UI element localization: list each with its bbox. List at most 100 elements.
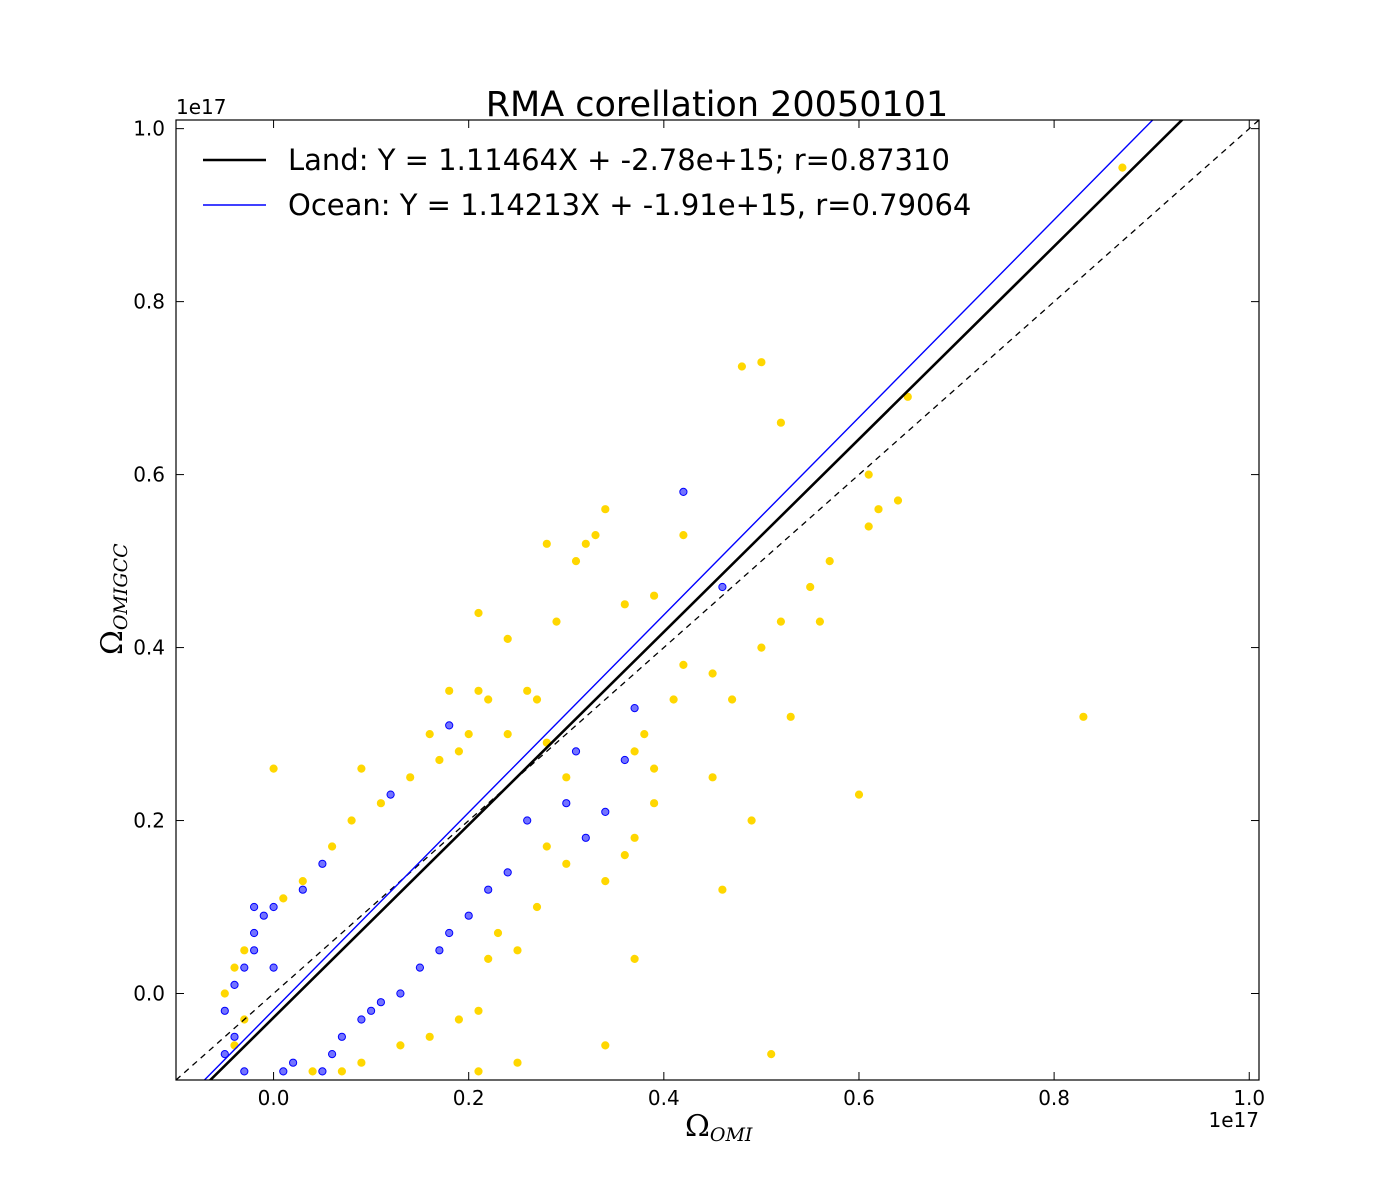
data-point-land bbox=[718, 885, 727, 894]
data-point-land bbox=[503, 730, 512, 739]
data-point-ocean bbox=[445, 721, 454, 730]
data-point-land bbox=[464, 730, 473, 739]
one-to-one-line bbox=[176, 120, 1259, 1080]
data-point-land bbox=[308, 1067, 317, 1076]
data-point-ocean bbox=[523, 816, 532, 825]
x-tick-label: 0.2 bbox=[453, 1086, 485, 1110]
data-point-ocean bbox=[269, 902, 278, 912]
data-point-land bbox=[903, 392, 912, 401]
data-point-land bbox=[474, 1006, 483, 1015]
data-point-land bbox=[581, 539, 590, 548]
legend: Land: Y = 1.11464X + -2.78e+15; r=0.8731… bbox=[203, 143, 971, 222]
data-point-ocean bbox=[220, 1050, 229, 1059]
data-point-land bbox=[240, 946, 249, 955]
data-point-land bbox=[776, 418, 786, 427]
data-point-ocean bbox=[259, 911, 268, 920]
data-point-land bbox=[552, 617, 561, 626]
y-tick-label: 0.8 bbox=[133, 290, 165, 314]
data-point-ocean bbox=[620, 755, 629, 765]
data-point-ocean bbox=[435, 946, 444, 955]
data-point-land bbox=[532, 902, 542, 912]
data-point-ocean bbox=[240, 1067, 249, 1076]
data-point-land bbox=[474, 608, 483, 618]
data-point-land bbox=[562, 859, 571, 868]
data-point-land bbox=[523, 686, 532, 695]
data-point-ocean bbox=[279, 1067, 288, 1076]
y-offset-label: 1e17 bbox=[176, 95, 226, 119]
data-point-land bbox=[786, 712, 795, 721]
data-point-ocean bbox=[298, 885, 307, 894]
fit-line-land bbox=[208, 120, 1184, 1080]
data-point-land bbox=[620, 600, 629, 609]
data-point-ocean bbox=[484, 885, 493, 894]
data-point-land bbox=[357, 764, 366, 773]
data-point-land bbox=[376, 799, 385, 808]
data-point-land bbox=[669, 695, 678, 704]
data-point-land bbox=[1118, 163, 1127, 172]
fit-line-ocean bbox=[203, 120, 1154, 1080]
x-axis-subscript: OMI bbox=[710, 1124, 753, 1146]
data-point-ocean bbox=[328, 1050, 337, 1059]
data-point-land bbox=[1079, 712, 1088, 721]
data-point-land bbox=[474, 686, 483, 695]
data-point-land bbox=[679, 531, 688, 540]
data-point-ocean bbox=[376, 998, 385, 1007]
data-point-ocean bbox=[571, 747, 581, 756]
data-point-land bbox=[337, 1067, 346, 1076]
data-point-land bbox=[298, 877, 307, 886]
data-point-ocean bbox=[367, 1006, 376, 1015]
data-point-land bbox=[542, 842, 551, 851]
x-axis-symbol: Ω bbox=[685, 1109, 710, 1144]
x-axis-label: ΩOMI bbox=[685, 1109, 753, 1146]
y-tick-label: 0.0 bbox=[133, 982, 165, 1006]
legend-label-ocean: Ocean: Y = 1.14213X + -1.91e+15, r=0.790… bbox=[288, 188, 971, 222]
data-point-land bbox=[347, 816, 356, 825]
data-point-ocean bbox=[250, 928, 259, 938]
data-point-land bbox=[650, 764, 659, 773]
data-point-land bbox=[591, 531, 600, 540]
data-point-land bbox=[650, 799, 659, 808]
data-point-ocean bbox=[230, 1032, 239, 1041]
data-point-ocean bbox=[250, 946, 259, 955]
data-point-ocean bbox=[337, 1032, 346, 1041]
series-ocean bbox=[220, 487, 727, 1076]
x-offset-label: 1e17 bbox=[1209, 1108, 1259, 1132]
data-point-ocean bbox=[318, 1067, 327, 1076]
x-tick-label: 0.8 bbox=[1038, 1086, 1070, 1110]
data-point-land bbox=[864, 522, 873, 531]
data-point-land bbox=[220, 989, 229, 998]
data-point-land bbox=[640, 730, 649, 739]
data-point-land bbox=[601, 1041, 610, 1050]
data-point-land bbox=[630, 954, 639, 964]
data-point-land bbox=[650, 591, 659, 600]
data-point-land bbox=[893, 496, 903, 505]
data-point-land bbox=[737, 362, 747, 371]
data-point-ocean bbox=[240, 963, 249, 972]
data-point-land bbox=[874, 505, 883, 514]
data-point-land bbox=[425, 1032, 434, 1041]
data-point-land bbox=[279, 894, 288, 903]
chart-title: RMA corellation 20050101 bbox=[486, 85, 949, 125]
data-point-land bbox=[620, 851, 629, 860]
data-point-land bbox=[757, 358, 766, 367]
data-point-ocean bbox=[289, 1058, 298, 1067]
data-point-land bbox=[493, 928, 503, 938]
data-point-ocean bbox=[269, 963, 278, 972]
data-point-ocean bbox=[318, 859, 327, 868]
data-point-land bbox=[776, 617, 786, 626]
y-tick-label: 0.2 bbox=[133, 809, 165, 833]
data-point-land bbox=[864, 470, 873, 479]
data-point-land bbox=[747, 816, 756, 825]
plot-frame bbox=[175, 119, 1260, 1081]
legend-label-land: Land: Y = 1.11464X + -2.78e+15; r=0.8731… bbox=[288, 143, 950, 177]
y-axis-subscript: OMIGCC bbox=[110, 543, 132, 630]
data-point-ocean bbox=[718, 582, 727, 592]
data-point-ocean bbox=[445, 928, 454, 938]
data-point-land bbox=[503, 634, 512, 644]
x-tick-label: 0.4 bbox=[648, 1086, 680, 1110]
data-point-land bbox=[571, 557, 581, 566]
data-point-land bbox=[269, 764, 278, 773]
data-point-land bbox=[708, 773, 717, 782]
y-tick-label: 0.4 bbox=[133, 636, 165, 660]
